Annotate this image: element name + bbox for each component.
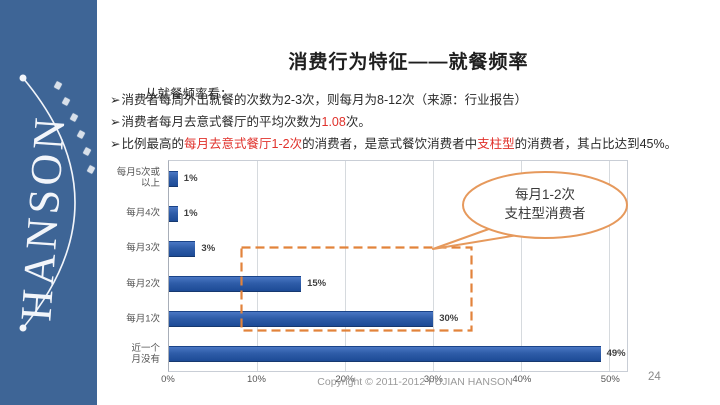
bullet-item-1: ➢消费者每周外出就餐的次数为2-3次，则每月为8-12次（来源：行业报告） bbox=[110, 90, 710, 111]
bullet-text-highlight: 1.08 bbox=[321, 115, 346, 129]
category-label: 每月2次 bbox=[126, 278, 160, 290]
bullet-text: 比例最高的 bbox=[121, 137, 184, 151]
bullet-arrow-icon: ➢ bbox=[110, 115, 121, 129]
bar-value-label: 49% bbox=[606, 348, 626, 360]
page-title: 消费行为特征——就餐频率 bbox=[288, 51, 529, 73]
brand-sidebar: HANSON bbox=[0, 0, 97, 405]
x-tick-label: 30% bbox=[423, 374, 443, 385]
chart-bar-row: 1% bbox=[169, 196, 627, 231]
bar-value-label: 15% bbox=[307, 278, 327, 290]
logo-arc-graphic bbox=[19, 74, 76, 332]
chart-bar-row: 49% bbox=[169, 336, 627, 371]
logo-arc-dot-top bbox=[19, 74, 27, 82]
page-number: 24 bbox=[648, 371, 661, 383]
x-tick-label: 20% bbox=[335, 374, 355, 385]
chart-y-axis-labels: 每月5次或 以上每月4次每月3次每月2次每月1次近一个 月没有 bbox=[98, 160, 164, 372]
bar-value-label: 30% bbox=[439, 313, 459, 325]
bar-value-label: 1% bbox=[183, 208, 198, 220]
category-label: 每月3次 bbox=[126, 242, 160, 254]
callout-text: 每月1-2次 支柱型消费者 bbox=[472, 185, 618, 223]
bar-value-label: 1% bbox=[183, 173, 198, 185]
chart-gridline bbox=[521, 161, 523, 371]
bullet-arrow-icon: ➢ bbox=[110, 93, 121, 107]
chart-x-axis-labels: 0% 10% 20% 30% 40% 50% bbox=[161, 374, 628, 388]
bullet-list: ➢消费者每周外出就餐的次数为2-3次，则每月为8-12次（来源：行业报告） ➢消费… bbox=[110, 90, 710, 156]
bullet-text: 的消费者，其占比达到45%。 bbox=[514, 137, 678, 151]
x-tick-label: 0% bbox=[161, 374, 175, 385]
intro-text: 从就餐频率看： bbox=[145, 86, 233, 101]
chart-bar bbox=[169, 345, 601, 362]
category-label: 每月4次 bbox=[126, 207, 160, 219]
x-tick-label: 50% bbox=[600, 374, 620, 385]
chart-bar-row: 15% bbox=[169, 266, 627, 301]
chart-bar bbox=[169, 240, 196, 257]
chart-bar-row: 1% bbox=[169, 161, 627, 196]
chart-bar bbox=[169, 205, 178, 222]
bullet-item-2: ➢消费者每月去意式餐厅的平均次数为1.08次。 bbox=[110, 112, 710, 133]
category-label: 近一个 月没有 bbox=[131, 343, 160, 366]
chart-bar bbox=[169, 275, 302, 292]
bullet-text: 次。 bbox=[345, 115, 371, 129]
bullet-text: 消费者每周外出就餐的次数为2-3次，则每月为8-12次（来源：行业报告） bbox=[121, 93, 528, 107]
logo-arc-dot-bottom bbox=[19, 324, 27, 332]
callout-line-2: 支柱型消费者 bbox=[504, 206, 586, 221]
x-tick-label: 40% bbox=[512, 374, 532, 385]
bullet-text-highlight: 每月去意式餐厅1-2次 bbox=[184, 137, 303, 151]
bullet-text: 的消费者，是意式餐饮消费者中 bbox=[302, 137, 478, 151]
x-tick-label: 10% bbox=[246, 374, 266, 385]
category-label: 每月1次 bbox=[126, 313, 160, 325]
bullet-arrow-icon: ➢ bbox=[110, 137, 121, 151]
chart-bar bbox=[169, 310, 434, 327]
bullet-text-highlight: 支柱型 bbox=[477, 137, 515, 151]
chart-bar-row: 3% bbox=[169, 231, 627, 266]
chart-bar bbox=[169, 170, 178, 187]
copyright-text: Copyright © 2011-2012 FUJIAN HANSON bbox=[317, 376, 513, 388]
category-label: 每月5次或 以上 bbox=[116, 166, 160, 189]
bullet-item-3: ➢比例最高的每月去意式餐厅1-2次的消费者，是意式餐饮消费者中支柱型的消费者，其… bbox=[110, 134, 710, 155]
chart-bar-row: 30% bbox=[169, 301, 627, 336]
callout-line-1: 每月1-2次 bbox=[514, 187, 575, 202]
bullet-text: 消费者每月去意式餐厅的平均次数为 bbox=[121, 115, 322, 129]
chart-gridline bbox=[609, 161, 611, 371]
bar-value-label: 3% bbox=[201, 243, 216, 255]
